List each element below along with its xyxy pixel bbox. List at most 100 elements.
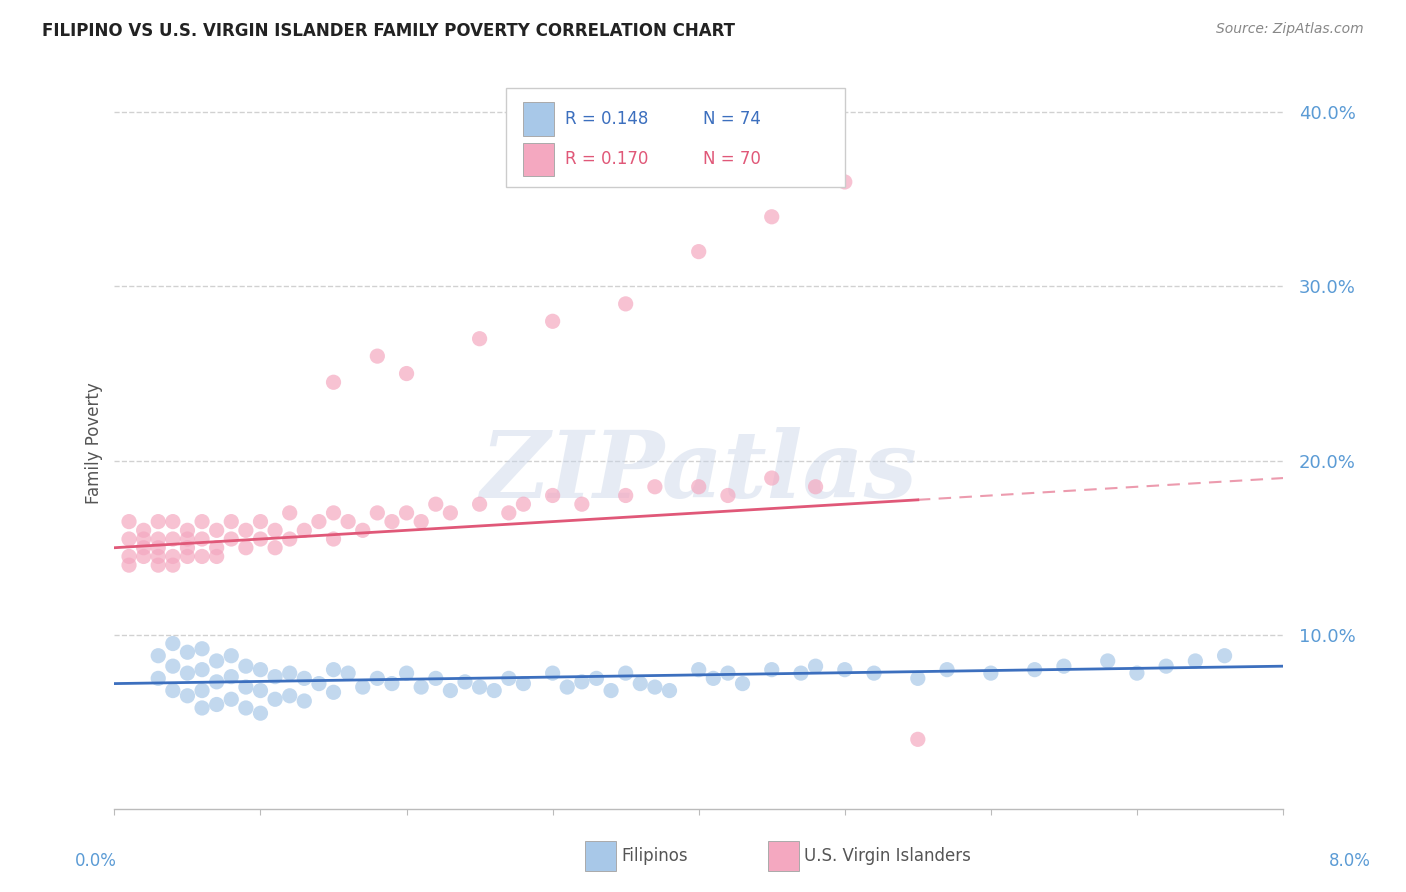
Point [235, 524, 257, 538]
Text: 8.0%: 8.0% [1329, 852, 1371, 870]
Point [118, 549, 141, 564]
Point [308, 515, 330, 529]
Text: N = 74: N = 74 [703, 110, 761, 128]
Point [541, 488, 564, 502]
Text: 0.0%: 0.0% [75, 852, 117, 870]
Point [628, 676, 651, 690]
Point [148, 648, 170, 663]
Point [278, 689, 301, 703]
Text: R = 0.170: R = 0.170 [565, 151, 648, 169]
Point [337, 515, 360, 529]
Point [468, 680, 491, 694]
Point [600, 683, 623, 698]
Point [219, 648, 242, 663]
Point [411, 515, 433, 529]
Point [512, 676, 534, 690]
Point [162, 558, 184, 573]
Point [761, 663, 783, 677]
Point [395, 506, 418, 520]
Point [322, 685, 344, 699]
Point [162, 636, 184, 650]
Point [249, 515, 271, 529]
Point [761, 210, 783, 224]
Point [191, 701, 214, 715]
Point [176, 689, 198, 703]
Point [366, 672, 388, 686]
Point [148, 549, 170, 564]
FancyBboxPatch shape [506, 88, 845, 187]
Point [395, 367, 418, 381]
Point [205, 524, 228, 538]
Point [162, 549, 184, 564]
Point [717, 666, 740, 681]
Point [1024, 663, 1046, 677]
Point [148, 515, 170, 529]
Y-axis label: Family Poverty: Family Poverty [86, 383, 103, 504]
Point [439, 683, 461, 698]
Point [235, 659, 257, 673]
Point [688, 244, 710, 259]
Point [1053, 659, 1076, 673]
Point [292, 672, 315, 686]
Point [980, 666, 1002, 681]
Point [205, 674, 228, 689]
Point [118, 515, 141, 529]
Point [658, 683, 681, 698]
Point [278, 666, 301, 681]
Point [834, 663, 856, 677]
Point [337, 666, 360, 681]
Point [264, 670, 287, 684]
Point [118, 532, 141, 546]
FancyBboxPatch shape [523, 103, 554, 136]
Point [863, 666, 886, 681]
Point [118, 558, 141, 573]
Text: Filipinos: Filipinos [621, 847, 688, 865]
Point [176, 645, 198, 659]
Point [425, 672, 447, 686]
Point [176, 666, 198, 681]
Point [761, 471, 783, 485]
Point [555, 680, 578, 694]
Point [205, 698, 228, 712]
Point [688, 480, 710, 494]
Point [1213, 648, 1236, 663]
Point [292, 524, 315, 538]
Point [162, 683, 184, 698]
Point [205, 541, 228, 555]
Point [804, 480, 827, 494]
Point [468, 497, 491, 511]
Point [148, 558, 170, 573]
Point [162, 659, 184, 673]
Point [235, 541, 257, 555]
Point [264, 692, 287, 706]
Point [352, 524, 374, 538]
Point [644, 680, 666, 694]
Point [366, 506, 388, 520]
Point [191, 683, 214, 698]
FancyBboxPatch shape [523, 143, 554, 177]
Point [219, 515, 242, 529]
Point [148, 532, 170, 546]
Point [322, 663, 344, 677]
Point [162, 515, 184, 529]
Point [219, 692, 242, 706]
Point [352, 680, 374, 694]
Point [688, 663, 710, 677]
Point [191, 641, 214, 656]
Point [381, 515, 404, 529]
Point [936, 663, 959, 677]
Point [235, 680, 257, 694]
Point [278, 506, 301, 520]
Point [322, 506, 344, 520]
Point [292, 694, 315, 708]
Point [498, 672, 520, 686]
Point [205, 549, 228, 564]
Point [644, 480, 666, 494]
Point [395, 666, 418, 681]
Point [366, 349, 388, 363]
Point [498, 506, 520, 520]
Point [717, 488, 740, 502]
Point [191, 532, 214, 546]
Point [176, 524, 198, 538]
Point [264, 524, 287, 538]
